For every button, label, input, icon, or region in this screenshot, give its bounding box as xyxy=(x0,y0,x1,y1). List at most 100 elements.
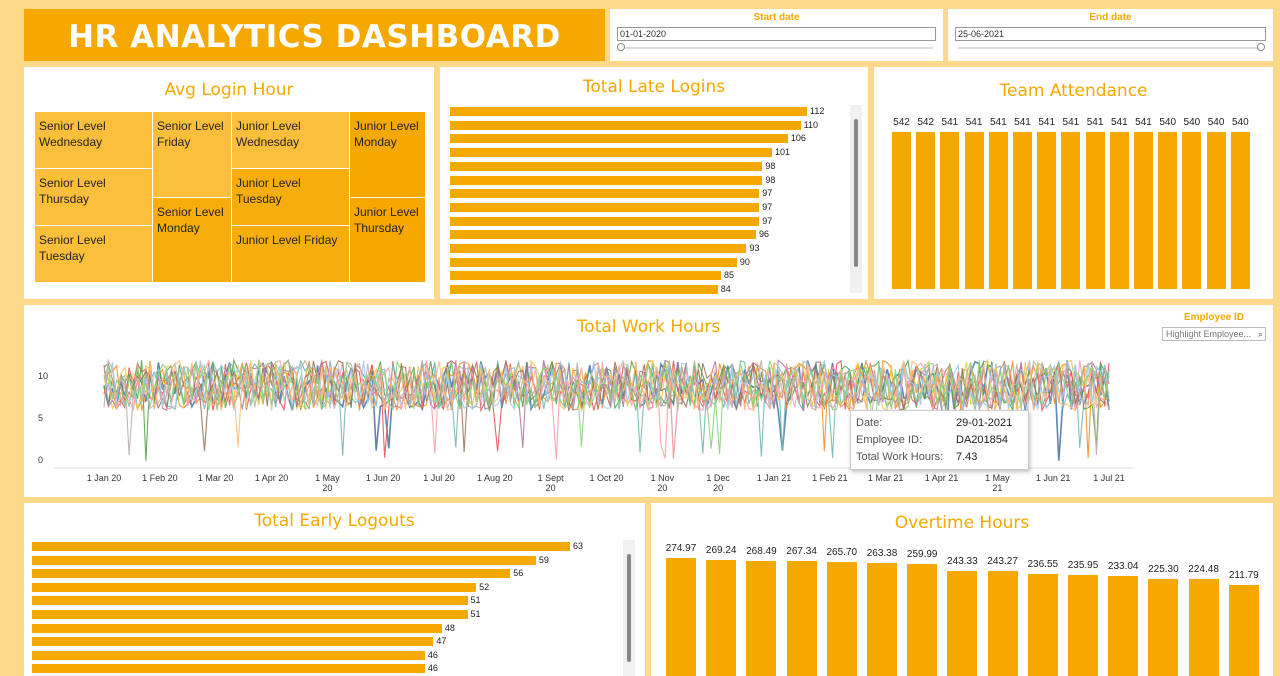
bar[interactable] xyxy=(916,131,936,289)
bar[interactable] xyxy=(32,555,536,565)
treemap-cell[interactable]: Senior Level Friday xyxy=(153,112,232,198)
bar[interactable] xyxy=(1068,574,1098,676)
work-hours-line-chart[interactable] xyxy=(24,305,1273,497)
start-date-slider-track[interactable] xyxy=(620,47,933,49)
bar[interactable] xyxy=(746,560,777,676)
bar[interactable] xyxy=(32,664,425,674)
team-attendance-panel: Team Attendance 542 542 541 541 541 541 541 541… xyxy=(874,67,1273,299)
bar[interactable] xyxy=(450,202,760,212)
bar[interactable] xyxy=(450,257,737,267)
data-label: 268.49 xyxy=(746,545,777,557)
bar[interactable] xyxy=(32,569,511,579)
bar[interactable] xyxy=(1061,132,1081,289)
data-label: 236.55 xyxy=(1027,559,1059,571)
bar[interactable] xyxy=(450,175,763,185)
data-label: 51 xyxy=(470,609,481,619)
tooltip-date-label: Date: xyxy=(856,417,883,429)
bar[interactable] xyxy=(450,216,760,226)
bar[interactable] xyxy=(1013,132,1032,289)
late-logins-scrollbar[interactable] xyxy=(850,105,862,293)
bar[interactable] xyxy=(1182,132,1202,289)
start-date-slider-handle[interactable] xyxy=(617,43,625,51)
bar[interactable] xyxy=(666,557,696,676)
data-label: 46 xyxy=(427,663,438,674)
bar[interactable] xyxy=(32,610,468,619)
work-hours-series-line[interactable] xyxy=(103,359,1110,458)
x-tick-label: 1 Jul 21 xyxy=(1093,473,1125,483)
data-label: 112 xyxy=(810,106,825,116)
treemap-cell[interactable]: Junior Level Tuesday xyxy=(232,169,350,226)
treemap-cell[interactable]: Junior Level Monday xyxy=(350,112,426,198)
start-date-input[interactable]: 01-01-2020 xyxy=(617,27,936,41)
bar[interactable] xyxy=(1037,132,1057,289)
employee-highlight-input[interactable]: Highlight Employee... ⌕ xyxy=(1162,327,1266,341)
bar[interactable] xyxy=(1188,579,1219,676)
end-date-input[interactable]: 25-06-2021 xyxy=(955,27,1266,41)
y-tick-label: 0 xyxy=(38,455,44,465)
bar[interactable] xyxy=(450,134,788,144)
data-label: 97 xyxy=(762,201,773,212)
tooltip-employee-value: DA201854 xyxy=(956,434,1008,446)
bar[interactable] xyxy=(32,623,442,633)
bar[interactable] xyxy=(32,582,477,592)
work-hours-series-line[interactable] xyxy=(103,358,1110,448)
bar[interactable] xyxy=(450,285,718,295)
early-logouts-scroll-thumb[interactable] xyxy=(627,554,631,662)
team-attendance-title: Team Attendance xyxy=(999,81,1148,101)
bar[interactable] xyxy=(1027,574,1058,676)
bar[interactable] xyxy=(32,596,468,606)
bar[interactable] xyxy=(892,131,911,289)
bar[interactable] xyxy=(450,161,763,171)
treemap-cell[interactable]: Senior Level Tuesday xyxy=(35,226,153,283)
bar[interactable] xyxy=(1108,575,1139,676)
treemap-cell[interactable]: Junior Level Friday xyxy=(232,226,350,283)
end-date-slider-track[interactable] xyxy=(958,47,1263,49)
start-date-filter[interactable]: Start date 01-01-2020 xyxy=(610,9,943,61)
treemap-cell[interactable]: Senior Level Wednesday xyxy=(35,112,153,169)
bar[interactable] xyxy=(826,561,857,676)
bar[interactable] xyxy=(1206,132,1226,289)
treemap-cell[interactable]: Junior Level Thursday xyxy=(350,198,426,283)
bar[interactable] xyxy=(987,571,1018,676)
early-logouts-scrollbar[interactable] xyxy=(623,540,635,676)
treemap-cell[interactable]: Senior Level Thursday xyxy=(35,169,153,226)
bar[interactable] xyxy=(450,120,801,130)
bar[interactable] xyxy=(867,562,897,676)
bar[interactable] xyxy=(1158,132,1178,289)
bar[interactable] xyxy=(1085,132,1105,289)
end-date-filter[interactable]: End date 25-06-2021 xyxy=(948,9,1273,61)
bar[interactable] xyxy=(988,132,1008,289)
bar[interactable] xyxy=(450,230,756,240)
bar[interactable] xyxy=(964,132,984,289)
work-hours-title: Total Work Hours xyxy=(576,317,721,337)
treemap-cell[interactable]: Senior Level Monday xyxy=(153,198,232,283)
bar[interactable] xyxy=(1230,132,1250,289)
bar[interactable] xyxy=(450,244,747,253)
tooltip-hours-value: 7.43 xyxy=(956,451,978,463)
late-logins-scroll-thumb[interactable] xyxy=(854,119,858,267)
end-date-slider-handle[interactable] xyxy=(1257,43,1265,51)
bar[interactable] xyxy=(32,650,425,660)
data-label: 51 xyxy=(470,595,481,606)
employee-highlight-placeholder: Highlight Employee... xyxy=(1166,329,1252,339)
bar[interactable] xyxy=(786,561,817,676)
work-hours-series-line[interactable] xyxy=(103,359,1110,460)
bar[interactable] xyxy=(907,564,938,676)
bar[interactable] xyxy=(450,148,772,158)
work-hours-series-line[interactable] xyxy=(103,358,1110,411)
bar[interactable] xyxy=(450,189,760,199)
treemap-cell[interactable]: Junior Level Wednesday xyxy=(232,112,350,169)
bar[interactable] xyxy=(947,571,978,676)
bar[interactable] xyxy=(706,560,737,676)
bar[interactable] xyxy=(32,637,434,647)
bar[interactable] xyxy=(1134,132,1153,289)
bar[interactable] xyxy=(450,107,807,116)
bar[interactable] xyxy=(940,132,960,289)
bar[interactable] xyxy=(1109,132,1129,289)
bar[interactable] xyxy=(1148,579,1179,676)
bar[interactable] xyxy=(450,271,721,281)
bar[interactable] xyxy=(1228,584,1259,676)
data-label: 98 xyxy=(765,174,776,185)
bar[interactable] xyxy=(32,542,570,551)
work-hours-series-line[interactable] xyxy=(103,358,1110,460)
